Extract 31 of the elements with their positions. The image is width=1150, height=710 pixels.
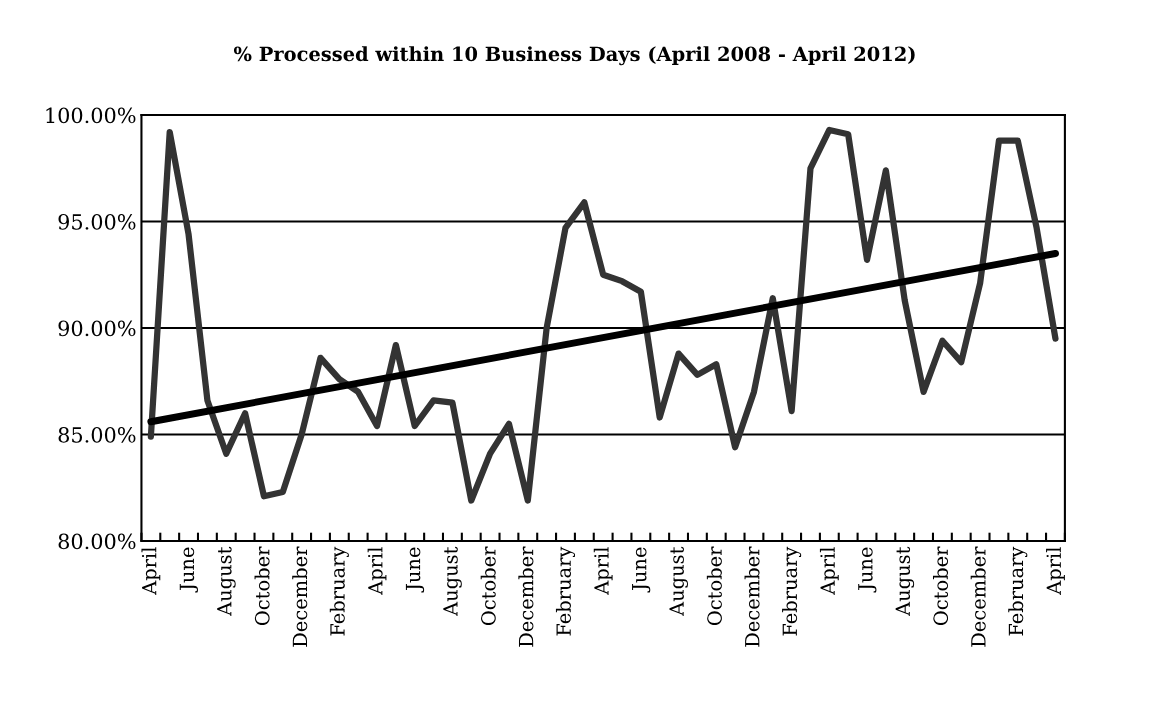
x-tick-label: August: [217, 546, 236, 617]
x-tick-label: April: [593, 547, 613, 595]
x-tick-label: February: [782, 546, 802, 636]
x-tick-label: December: [970, 546, 986, 647]
x-tick-label: April: [141, 547, 161, 595]
x-tick-label: June: [858, 547, 877, 593]
x-tick-label: April: [1046, 547, 1065, 595]
y-tick-label: 85.00%: [58, 426, 136, 443]
x-tick-label: October: [480, 546, 496, 626]
x-tick-label: October: [932, 546, 949, 626]
x-tick-label: June: [632, 547, 651, 593]
x-tick-label: February: [329, 546, 349, 636]
y-tick-label: 80.00%: [58, 533, 136, 550]
x-tick-label: February: [1008, 546, 1028, 636]
y-tick-label: 90.00%: [58, 320, 136, 337]
x-tick-label: August: [895, 546, 915, 617]
x-tick-label: August: [669, 546, 688, 617]
x-tick-label: December: [744, 546, 760, 647]
x-tick-label: December: [292, 546, 308, 647]
x-tick-label: December: [518, 546, 534, 647]
x-tick-label: October: [706, 546, 722, 626]
chart-title: % Processed within 10 Business Days (April 2008 - April 2012): [233, 46, 915, 66]
x-tick-label: June: [405, 547, 425, 593]
x-tick-label: August: [443, 546, 462, 617]
x-tick-label: June: [179, 547, 198, 593]
x-tick-label: April: [819, 547, 839, 595]
y-tick-label: 95.00%: [58, 213, 136, 230]
x-tick-label: October: [254, 546, 270, 626]
x-tick-label: April: [367, 547, 387, 595]
x-tick-label: February: [555, 546, 576, 636]
y-tick-label: 100.00%: [46, 107, 136, 124]
